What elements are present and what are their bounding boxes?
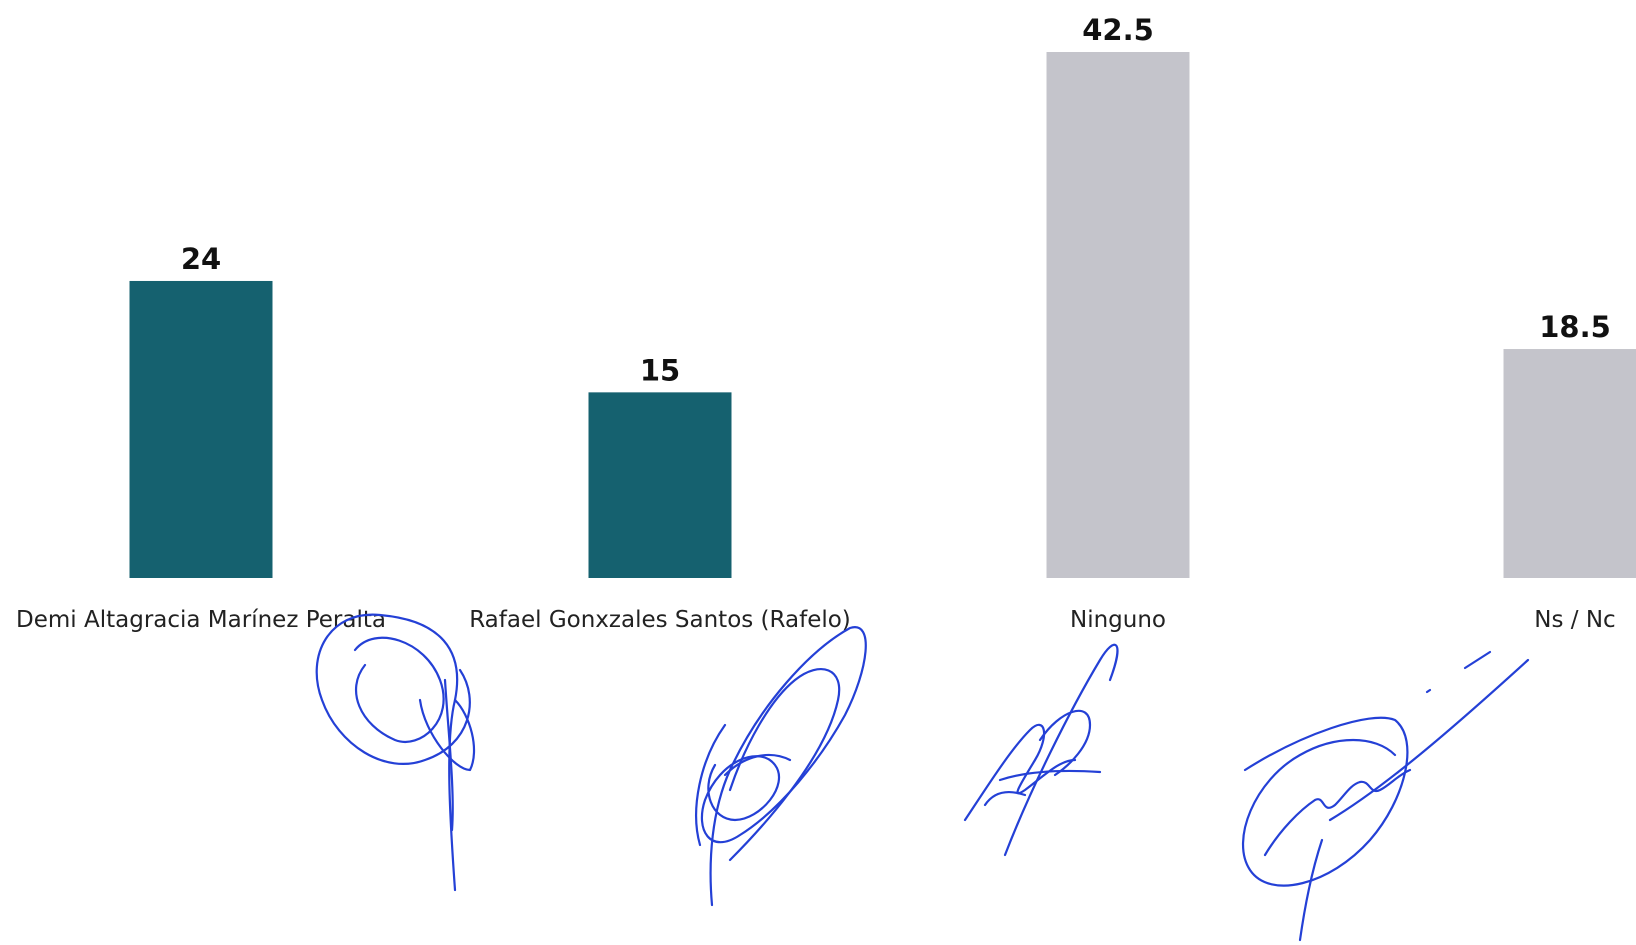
category-label-3: Ninguno bbox=[1070, 607, 1166, 633]
signature-3 bbox=[963, 643, 1119, 857]
value-label-1: 24 bbox=[181, 242, 221, 276]
category-label-4: Ns / Nc bbox=[1534, 607, 1615, 633]
category-label-1: Demi Altagracia Marínez Peralta bbox=[16, 607, 386, 633]
bar-4 bbox=[1503, 349, 1636, 578]
category-label-2: Rafael Gonxzales Santos (Rafelo) bbox=[469, 607, 851, 633]
signature-4 bbox=[1241, 650, 1530, 942]
bar-2 bbox=[588, 392, 732, 578]
value-label-4: 18.5 bbox=[1539, 310, 1611, 344]
value-labels-layer: 24 15 42.5 18.5 bbox=[181, 13, 1611, 387]
bar-3 bbox=[1046, 52, 1190, 578]
signature-1 bbox=[315, 613, 475, 892]
bars-layer bbox=[129, 52, 1636, 578]
value-label-2: 15 bbox=[640, 353, 680, 387]
signatures bbox=[315, 613, 1530, 942]
signature-2 bbox=[695, 626, 867, 907]
value-label-3: 42.5 bbox=[1082, 13, 1154, 47]
category-labels-layer: Demi Altagracia Marínez Peralta Rafael Go… bbox=[16, 607, 1616, 633]
bar-1 bbox=[129, 280, 273, 578]
